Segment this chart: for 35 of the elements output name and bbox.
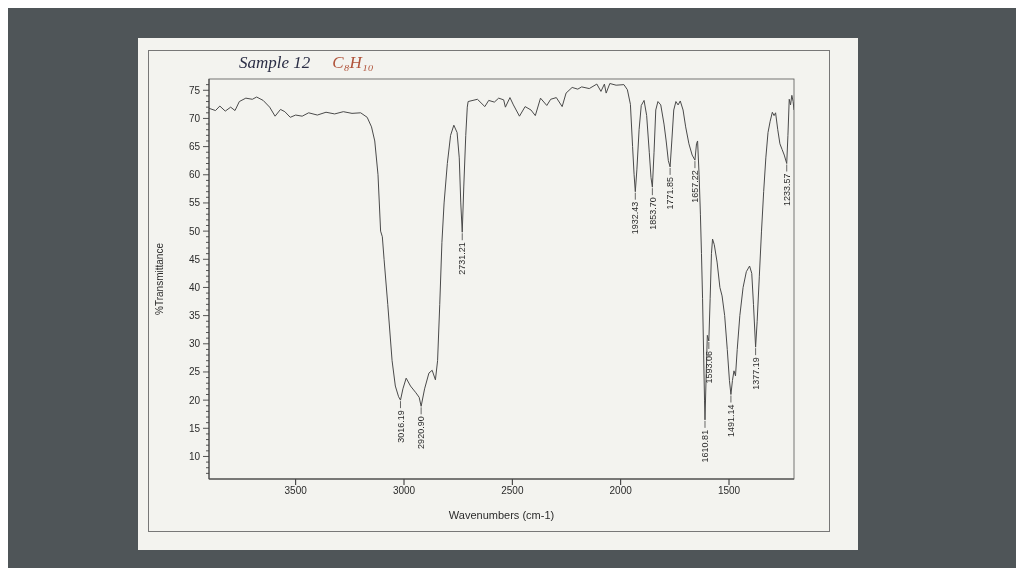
y-axis-title: %Transmittance	[153, 242, 165, 315]
x-tick-label: 3500	[284, 485, 308, 497]
annotation: 2731.21	[457, 242, 468, 275]
x-axis-title: Wavenumbers (cm-1)	[448, 509, 555, 521]
annotation: 1932.43	[630, 201, 641, 235]
annotation: 1491.14	[726, 404, 737, 438]
chart-title: Sample 12	[239, 53, 311, 72]
x-tick-label: 3000	[392, 485, 416, 497]
annotation: 1853.70	[647, 197, 658, 230]
annotation: 3016.19	[395, 410, 406, 443]
chart-subtitle: C₈H₁₀	[332, 53, 374, 72]
annotation: 1771.85	[665, 176, 676, 210]
annotation: 1377.19	[750, 357, 761, 390]
y-tick-label: 40	[188, 281, 201, 293]
y-tick-label: 75	[188, 84, 201, 96]
y-tick-label: 65	[188, 141, 201, 153]
annotation: 1593.06	[703, 350, 714, 384]
y-tick-label: 50	[188, 225, 201, 237]
y-tick-label: 10	[188, 450, 201, 462]
x-tick-label: 2000	[609, 485, 633, 497]
y-tick-label: 60	[188, 169, 201, 181]
y-tick-label: 15	[188, 422, 201, 434]
x-tick-label: 1500	[717, 485, 741, 497]
annotation: 1233.57	[781, 173, 792, 207]
y-tick-label: 25	[188, 366, 201, 378]
y-tick-label: 70	[188, 112, 201, 124]
x-tick-label: 2500	[501, 485, 524, 497]
y-tick-label: 45	[188, 253, 201, 265]
annotation: 1657.22	[690, 170, 701, 203]
annotation: 1610.81	[700, 429, 711, 463]
y-tick-label: 20	[188, 394, 201, 406]
y-tick-label: 35	[188, 310, 201, 322]
annotation: 2920.90	[416, 416, 427, 449]
y-tick-label: 30	[188, 338, 201, 350]
y-tick-label: 55	[188, 197, 201, 209]
